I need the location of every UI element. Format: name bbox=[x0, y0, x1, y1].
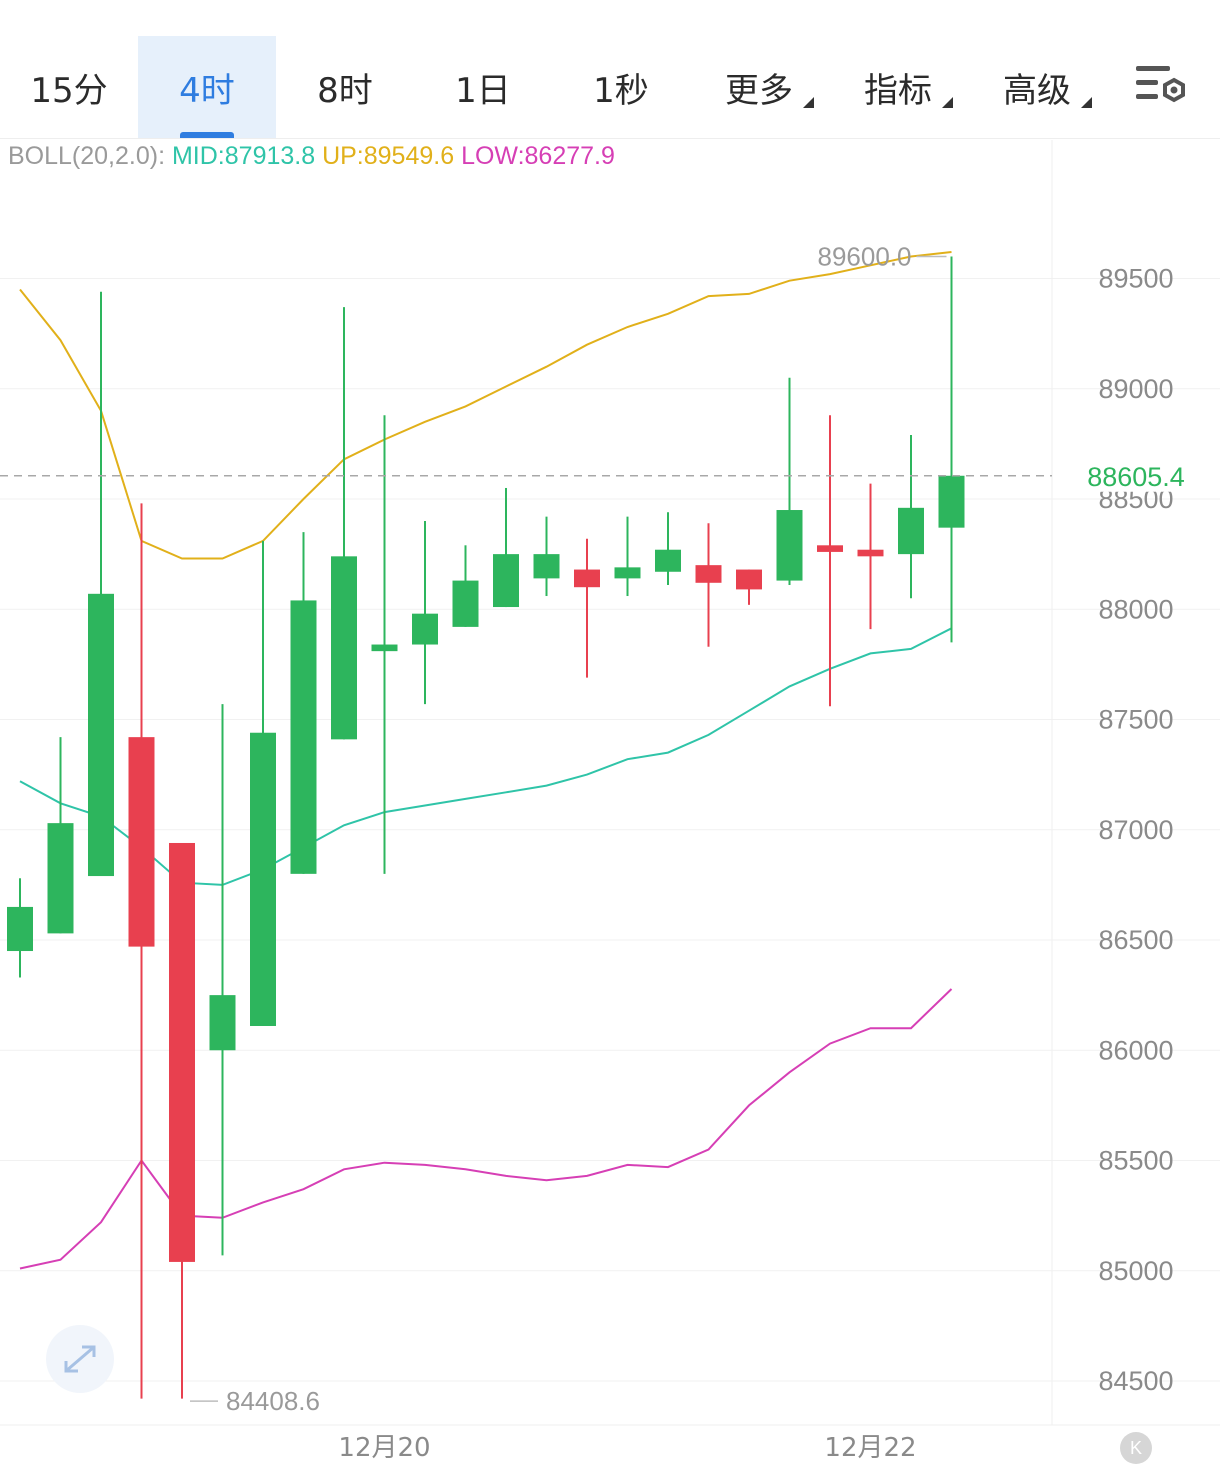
candle-body bbox=[776, 510, 803, 581]
candle-body bbox=[857, 549, 884, 557]
boll-mid-line bbox=[19, 627, 952, 886]
y-tick-label: 86500 bbox=[1098, 925, 1173, 955]
scroll-to-latest-button[interactable]: K bbox=[1120, 1432, 1152, 1464]
boll-legend: BOLL(20,2.0): MID:87913.8 UP:89549.6 LOW… bbox=[8, 142, 615, 171]
candle-body bbox=[695, 565, 722, 583]
y-tick-label: 86000 bbox=[1098, 1035, 1173, 1065]
expand-chart-button[interactable] bbox=[46, 1325, 114, 1393]
y-tick-label: 87500 bbox=[1098, 705, 1173, 735]
tab-4[interactable]: 1日 bbox=[414, 36, 552, 138]
x-tick-label: 12月22 bbox=[824, 1433, 916, 1463]
candle-body bbox=[169, 842, 195, 1262]
boll-legend-name: BOLL(20,2.0): bbox=[8, 142, 166, 170]
boll-lower-line bbox=[19, 988, 953, 1270]
tab-label: 1日 bbox=[455, 70, 511, 111]
tab-label: 更多 bbox=[725, 70, 793, 111]
candle-body bbox=[88, 593, 114, 877]
boll-low-value: LOW:86277.9 bbox=[461, 142, 615, 170]
tab-label: 指标 bbox=[864, 70, 932, 111]
tab-label: 8时 bbox=[317, 70, 373, 111]
chart-settings-icon bbox=[1136, 66, 1185, 103]
y-tick-label: 85500 bbox=[1098, 1146, 1173, 1176]
scroll-to-latest-icon: K bbox=[1129, 1438, 1142, 1458]
high-marker-label: 89600.0 bbox=[818, 241, 912, 271]
boll-mid-value: MID:87913.8 bbox=[171, 142, 316, 170]
tab-8[interactable]: 高级 bbox=[968, 36, 1106, 138]
low-marker-label: 84408.6 bbox=[226, 1386, 320, 1416]
candle-body bbox=[574, 569, 600, 588]
candle-body bbox=[209, 995, 236, 1051]
tab-5[interactable]: 1秒 bbox=[552, 36, 690, 138]
candle-body bbox=[736, 569, 762, 590]
last-price-label: 88605.4 bbox=[1087, 462, 1185, 492]
active-tab-indicator bbox=[180, 132, 234, 138]
tab-2[interactable]: 4时 bbox=[138, 36, 276, 138]
y-tick-label: 89000 bbox=[1098, 374, 1173, 404]
boll-upper-line bbox=[19, 251, 952, 560]
candle-body bbox=[493, 554, 519, 608]
period-tab-bar: 15分 4时 8时 1日 1秒 更多 指标 高级 bbox=[0, 0, 1220, 139]
x-tick-label: 12月20 bbox=[338, 1433, 430, 1463]
tab-label: 4时 bbox=[179, 70, 235, 111]
tab-label: 高级 bbox=[1003, 70, 1071, 111]
y-tick-label: 84500 bbox=[1098, 1366, 1173, 1396]
candle-body bbox=[290, 600, 317, 874]
y-tick-label: 89500 bbox=[1098, 264, 1173, 294]
tab-1[interactable]: 15分 bbox=[0, 36, 138, 138]
candle-body bbox=[938, 475, 965, 528]
dropdown-corner-icon bbox=[1081, 97, 1092, 108]
candle-body bbox=[331, 556, 357, 740]
candle-body bbox=[452, 580, 479, 627]
expand-icon bbox=[64, 1345, 96, 1373]
tab-label: 15分 bbox=[30, 70, 108, 111]
dropdown-corner-icon bbox=[942, 97, 953, 108]
dropdown-corner-icon bbox=[803, 97, 814, 108]
candle-body bbox=[7, 906, 33, 952]
candle-body bbox=[412, 613, 438, 645]
candle-body bbox=[371, 644, 398, 652]
candle-body bbox=[250, 732, 276, 1026]
candle-body bbox=[533, 554, 560, 579]
tab-3[interactable]: 8时 bbox=[276, 36, 414, 138]
candle-body bbox=[128, 737, 155, 947]
y-tick-label: 85000 bbox=[1098, 1256, 1173, 1286]
last-price-bg bbox=[1056, 457, 1220, 492]
boll-up-value: UP:89549.6 bbox=[322, 142, 455, 170]
candle-body bbox=[614, 567, 641, 579]
candle-body bbox=[47, 823, 74, 934]
y-tick-label: 87000 bbox=[1098, 815, 1173, 845]
tab-7[interactable]: 指标 bbox=[829, 36, 967, 138]
candle-body bbox=[817, 545, 843, 552]
y-tick-label: 88000 bbox=[1098, 594, 1173, 624]
candle-body bbox=[898, 507, 924, 555]
chart-settings-button[interactable] bbox=[1130, 60, 1190, 116]
tab-6[interactable]: 更多 bbox=[690, 36, 828, 138]
tab-label: 1秒 bbox=[593, 70, 649, 111]
candle-body bbox=[655, 549, 681, 572]
